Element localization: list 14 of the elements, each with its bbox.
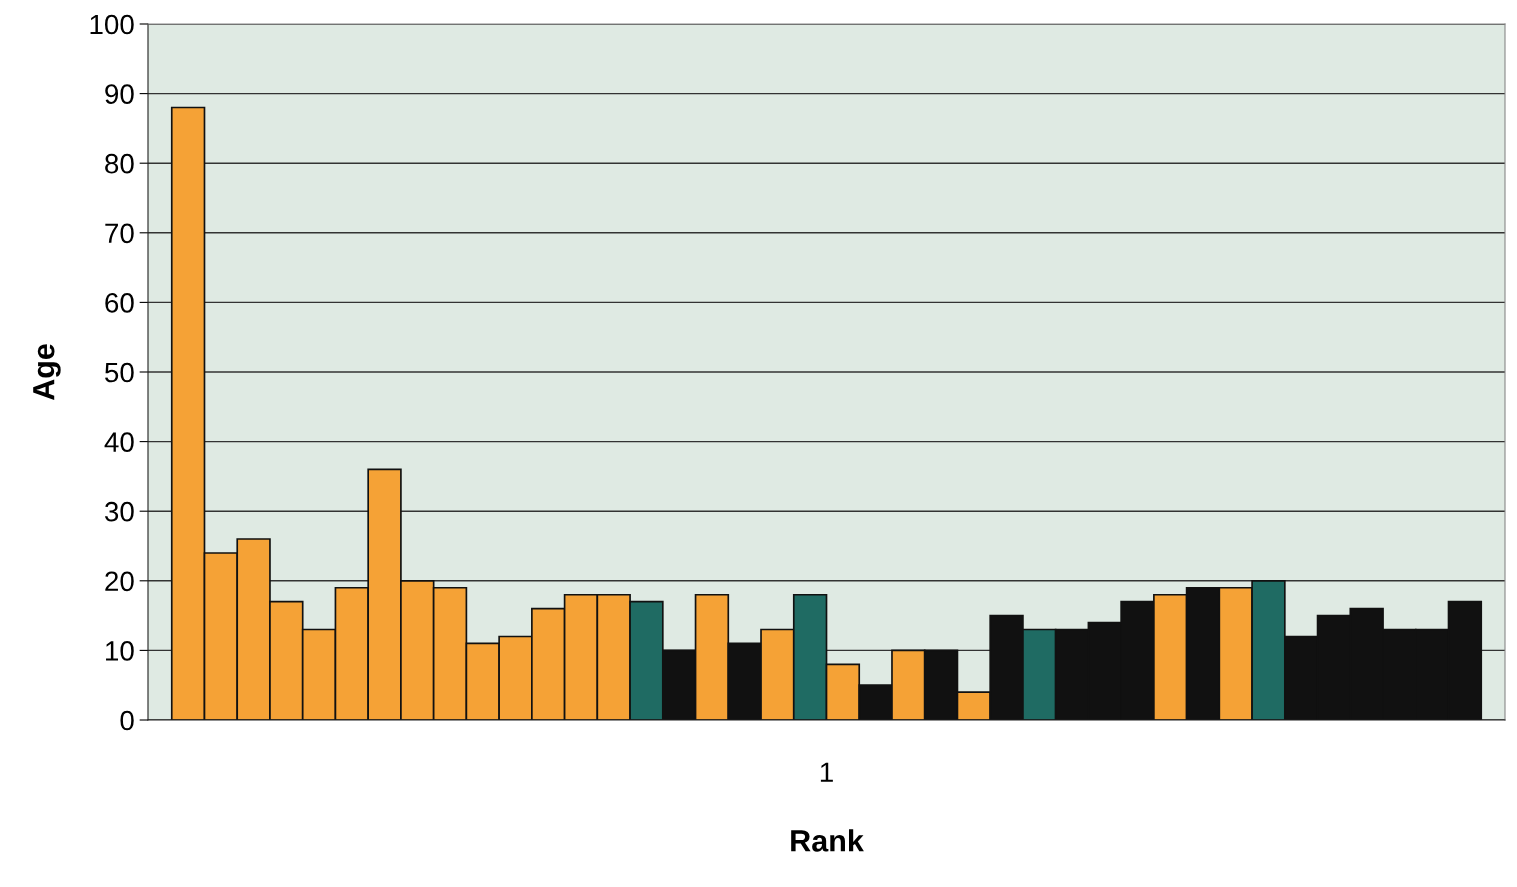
y-tick-label: 10 — [106, 641, 134, 661]
x-tick-label: 1 — [820, 762, 833, 782]
y-tick-label: 30 — [104, 501, 134, 522]
y-tick-label: 80 — [105, 153, 134, 174]
y-tick-label: 70 — [105, 223, 134, 244]
y-tick-label: 0 — [120, 710, 134, 731]
y-tick-label: 50 — [105, 362, 134, 383]
y-tick-label: 90 — [105, 84, 134, 104]
y-tick-label: 20 — [105, 571, 134, 592]
y-tick-label: 60 — [105, 293, 134, 313]
y-tick-label: 40 — [104, 432, 134, 452]
y-tick-label: 100 — [90, 14, 134, 35]
y-axis-title: Age — [33, 344, 61, 401]
x-axis-title: Rank — [791, 829, 864, 852]
